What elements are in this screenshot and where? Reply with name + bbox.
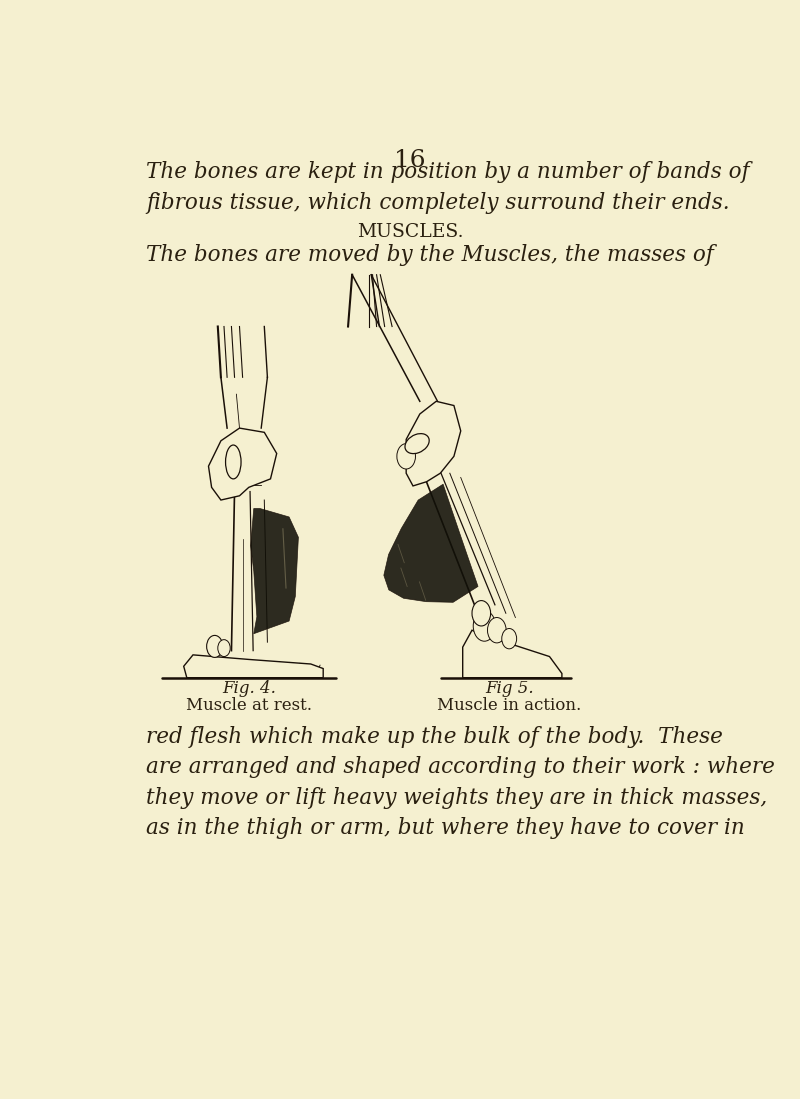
Circle shape — [487, 618, 506, 643]
Circle shape — [218, 640, 230, 656]
Text: Muscle at rest.: Muscle at rest. — [186, 697, 312, 714]
Circle shape — [474, 611, 495, 641]
Polygon shape — [250, 509, 298, 634]
Text: 16: 16 — [394, 148, 426, 171]
Ellipse shape — [405, 434, 429, 454]
Ellipse shape — [226, 445, 241, 479]
Text: The bones are moved by the Muscles, the masses of: The bones are moved by the Muscles, the … — [146, 244, 714, 266]
Circle shape — [206, 635, 222, 657]
Circle shape — [397, 444, 415, 469]
Text: Fig 5.: Fig 5. — [485, 680, 534, 697]
Text: Fig. 4.: Fig. 4. — [222, 680, 276, 697]
Circle shape — [472, 600, 490, 626]
Polygon shape — [209, 429, 277, 500]
Polygon shape — [406, 401, 461, 486]
Polygon shape — [384, 485, 478, 602]
Polygon shape — [462, 630, 562, 678]
Text: Muscle in action.: Muscle in action. — [437, 697, 582, 714]
Text: red flesh which make up the bulk of the body.  These
are arranged and shaped acc: red flesh which make up the bulk of the … — [146, 726, 775, 840]
Text: The bones are kept in position by a number of bands of
fibrous tissue, which com: The bones are kept in position by a numb… — [146, 162, 750, 214]
Text: MUSCLES.: MUSCLES. — [357, 223, 463, 242]
Polygon shape — [184, 655, 323, 678]
Circle shape — [502, 629, 517, 648]
